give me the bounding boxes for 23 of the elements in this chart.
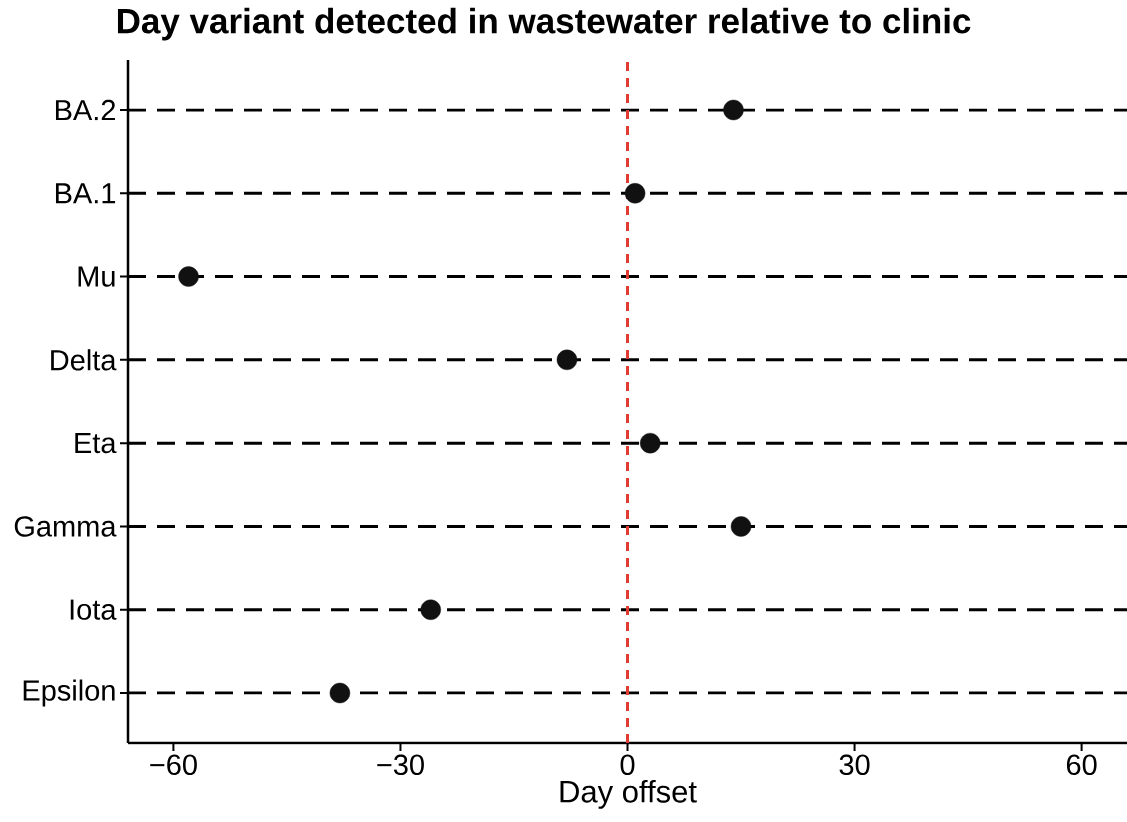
y-tick-label: BA.1 [55,183,116,204]
point [730,516,752,537]
y-tick-label: Eta [75,433,117,454]
y-tick-label: Delta [51,349,117,371]
point [420,599,441,620]
y-tick-label: Epsilon [23,679,115,707]
y-tick-label: Gamma [14,516,117,537]
point [556,349,578,371]
x-tick-label: −60 [150,754,197,776]
x-tick-label: 60 [1066,754,1097,776]
x-axis-title: Day offset [560,779,697,809]
x-tick-label: −30 [377,754,424,776]
point [723,99,744,121]
y-tick-label: Iota [70,599,117,620]
chart-title: Day variant detected in wastewater relative to clinic [117,7,971,41]
point [178,266,199,287]
y-tick-label: Mu [78,266,115,287]
point [329,682,351,704]
point [640,432,661,454]
x-tick-label: 0 [620,754,635,776]
x-tick-label: 30 [839,754,870,776]
y-tick-label: BA.2 [55,99,116,121]
point [624,183,646,204]
